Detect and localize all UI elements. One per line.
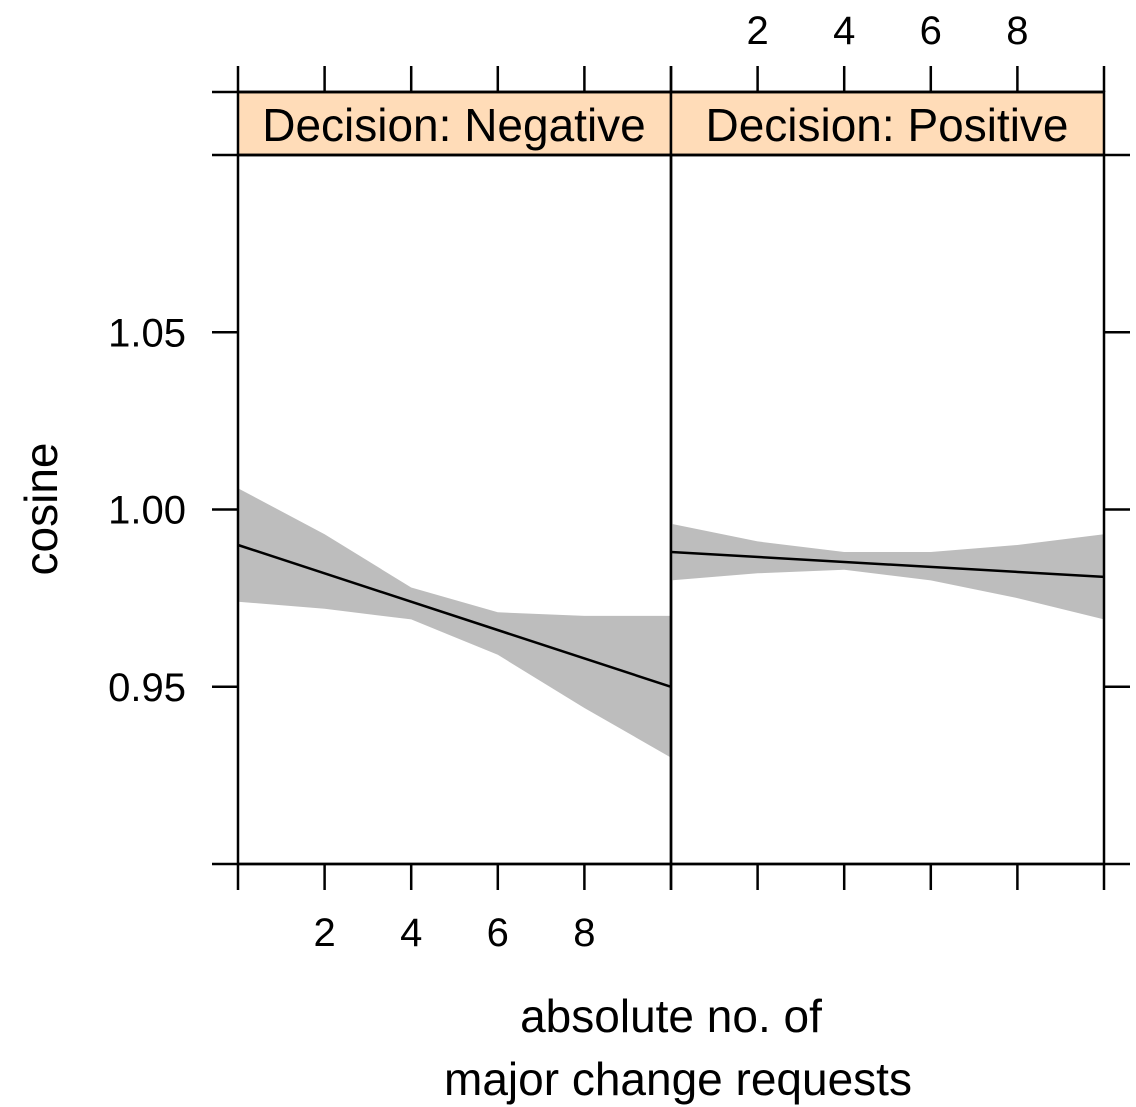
panel-frame-positive — [669, 153, 1106, 866]
fit-line-negative — [237, 543, 672, 688]
x-tick-label-top: 4 — [833, 9, 855, 53]
x-tick-label-top: 6 — [920, 9, 942, 53]
fit-line-positive — [670, 550, 1105, 579]
strip-positive — [669, 90, 1106, 157]
x-tick-label-bottom: 4 — [400, 911, 422, 955]
ci-band-positive — [671, 523, 1104, 620]
x-axis-top: 2 4 6 8 — [236, 9, 1106, 92]
y-tick-label: 1.05 — [108, 311, 186, 355]
x-axis-bottom: 2 4 6 8 — [236, 864, 1106, 955]
strip-label-negative: Decision: Negative — [262, 99, 646, 151]
y-tick-label: 0.95 — [108, 666, 186, 710]
x-tick-label-bottom: 8 — [573, 911, 595, 955]
strip-label-positive: Decision: Positive — [705, 99, 1068, 151]
x-tick-label-top: 8 — [1006, 9, 1028, 53]
x-tick-label-top: 2 — [746, 9, 768, 53]
y-axis-title: cosine — [15, 443, 67, 576]
panel-frame-negative — [236, 153, 673, 866]
y-axis-right — [1104, 331, 1130, 688]
y-tick-label: 1.00 — [108, 489, 186, 533]
panel-positive: Decision: Positive — [669, 90, 1106, 866]
x-axis-title-line1: absolute no. of — [520, 990, 822, 1042]
x-tick-label-bottom: 2 — [313, 911, 335, 955]
panel-negative: Decision: Negative — [236, 90, 673, 866]
strip-negative — [236, 90, 673, 157]
y-axis-left: 0.95 1.00 1.05 — [108, 311, 238, 710]
x-axis-title-line2: major change requests — [444, 1053, 912, 1105]
ci-band-negative — [238, 488, 671, 758]
x-tick-label-bottom: 6 — [487, 911, 509, 955]
